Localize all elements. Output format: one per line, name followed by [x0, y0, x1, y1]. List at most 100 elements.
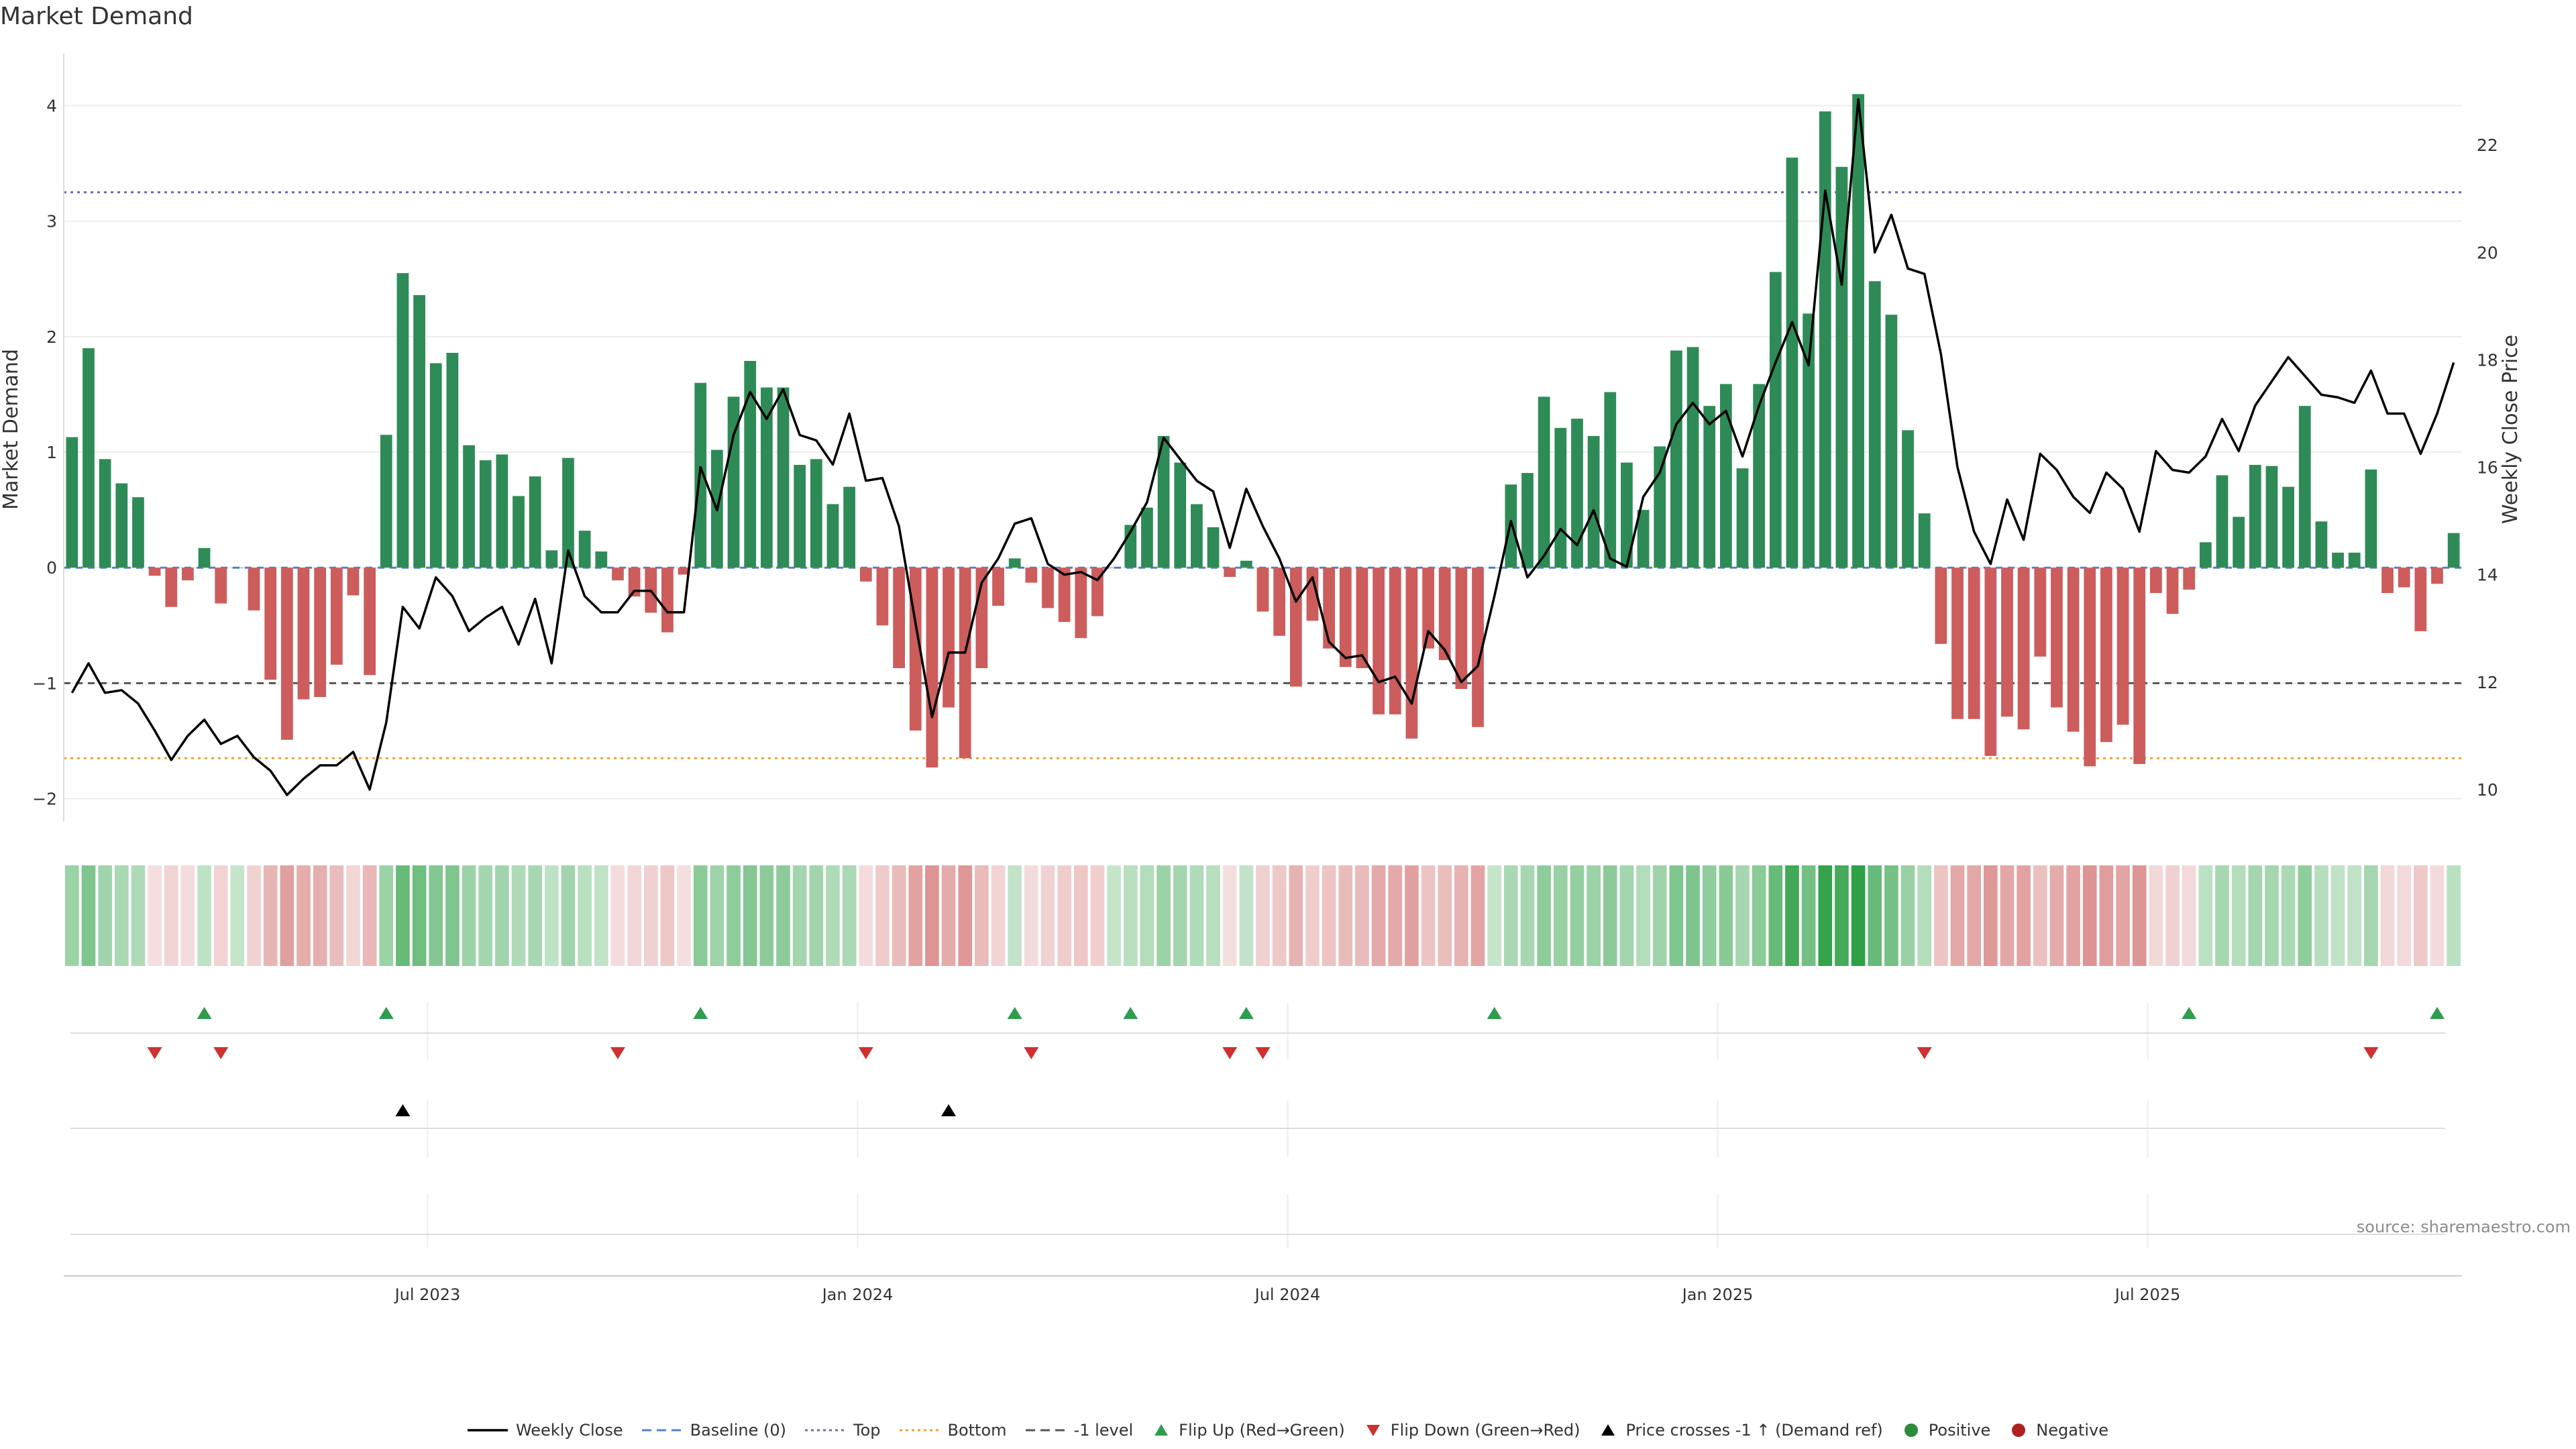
heat-cell: [213, 865, 228, 966]
legend-label: -1 level: [1073, 1421, 1134, 1440]
heat-cell: [1024, 865, 1038, 966]
legend-item: Weekly Close: [467, 1421, 623, 1440]
legend-item: Baseline (0): [641, 1421, 786, 1440]
demand-bar: [1587, 435, 1600, 568]
x-tick-label: Jul 2025: [2114, 1285, 2181, 1304]
demand-bar: [545, 550, 558, 568]
demand-bar: [2447, 533, 2460, 568]
legend-item: Flip Down (Green→Red): [1364, 1421, 1580, 1440]
y-axis-title: Market Demand: [0, 349, 23, 510]
heat-cell: [1073, 865, 1088, 966]
flip-down-marker: [1255, 1047, 1271, 1059]
heat-cell: [379, 865, 394, 966]
demand-bar: [1207, 527, 1220, 568]
demand-bar: [2249, 464, 2261, 568]
source-note: source: sharemaestro.com: [2356, 1218, 2571, 1236]
y2-tick-label: 12: [2477, 673, 2498, 692]
heat-cell: [2314, 865, 2328, 966]
demand-bar: [297, 568, 310, 700]
legend-symbol-icon: [2012, 1424, 2026, 1437]
demand-bar: [2166, 568, 2179, 614]
demand-bar: [1157, 435, 1170, 568]
x-tick-label: Jan 2025: [1681, 1285, 1754, 1304]
heat-cell: [1785, 865, 1799, 966]
heat-cell: [1487, 865, 1501, 966]
heat-cell: [1355, 865, 1369, 966]
heat-cell: [164, 865, 178, 966]
heat-cell: [1768, 865, 1783, 966]
demand-bar: [1885, 315, 1898, 568]
heat-cell: [247, 865, 261, 966]
demand-bar: [248, 568, 260, 610]
legend-circle: [2012, 1424, 2026, 1437]
demand-bar: [2381, 568, 2394, 594]
demand-bar: [859, 568, 872, 582]
legend-label: Flip Down (Green→Red): [1390, 1421, 1580, 1440]
demand-bar: [1935, 568, 1947, 644]
y-tick-label: −1: [32, 674, 57, 693]
flip-down-marker: [1222, 1047, 1238, 1059]
heat-cell: [131, 865, 146, 966]
demand-bar: [66, 437, 78, 568]
legend-symbol-icon: [1904, 1424, 1918, 1437]
demand-bar: [513, 496, 525, 568]
chart-title: Market Demand: [0, 3, 193, 30]
heat-cell: [1884, 865, 1898, 966]
heat-cell: [1189, 865, 1204, 966]
heat-cell: [412, 865, 427, 966]
demand-bar: [777, 387, 790, 568]
heat-cell: [180, 865, 195, 966]
demand-bar: [1951, 568, 1964, 719]
demand-bar: [463, 445, 475, 568]
x-tick-label: Jul 2023: [394, 1285, 461, 1304]
heat-cell: [2099, 865, 2114, 966]
heat-cell: [2447, 865, 2461, 966]
demand-bar: [1621, 462, 1633, 568]
flip-down-marker: [1917, 1047, 1932, 1059]
demand-bar: [1521, 473, 1534, 568]
demand-bar: [1554, 427, 1567, 568]
heat-cell: [1950, 865, 1965, 966]
demand-bar: [1753, 384, 1766, 568]
flip-up-marker: [197, 1007, 212, 1019]
heat-cell: [660, 865, 675, 966]
demand-bar: [1786, 157, 1799, 568]
y2-tick-label: 16: [2477, 458, 2498, 478]
heat-cell: [1504, 865, 1518, 966]
heat-cell: [81, 865, 96, 966]
heat-cell: [1818, 865, 1833, 966]
demand-bar: [2034, 568, 2047, 657]
demand-bar: [1902, 430, 1914, 568]
heat-cell: [677, 865, 691, 966]
heat-cell: [445, 865, 460, 966]
legend-symbol-icon: [1155, 1424, 1169, 1436]
heat-cell: [727, 865, 741, 966]
heat-cell: [396, 865, 410, 966]
signal-markers: [147, 1007, 2445, 1116]
legend-symbol-icon: [1366, 1425, 1380, 1436]
heat-cell: [313, 865, 327, 966]
legend-label: Bottom: [947, 1421, 1007, 1440]
demand-bar: [347, 568, 360, 596]
heat-cell: [263, 865, 278, 966]
heat-cell: [65, 865, 79, 966]
heat-cell: [329, 865, 344, 966]
demand-bar: [2398, 568, 2410, 588]
flip-up-marker: [693, 1007, 708, 1019]
heat-cell: [346, 865, 360, 966]
heat-cell: [1470, 865, 1485, 966]
price-cross-marker: [395, 1104, 411, 1116]
heat-cell: [958, 865, 973, 966]
heat-cell: [2182, 865, 2196, 966]
heat-cell: [1917, 865, 1932, 966]
demand-bar: [165, 568, 178, 607]
demand-bar: [1289, 568, 1302, 687]
demand-bar: [2365, 469, 2377, 568]
heat-cell: [2298, 865, 2312, 966]
legend-symbol-icon: [805, 1429, 845, 1432]
demand-heat-strip: [65, 865, 2461, 966]
demand-bar: [1984, 568, 1997, 756]
demand-bar: [1769, 272, 1782, 568]
flip-up-marker: [2430, 1007, 2445, 1019]
heat-cell: [2149, 865, 2163, 966]
